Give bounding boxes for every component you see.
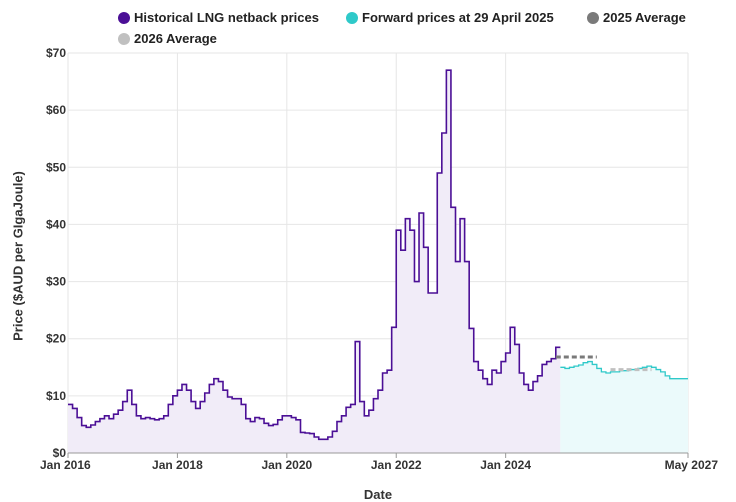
y-tick-label: $0 (53, 446, 67, 460)
x-tick-label: May 2027 (665, 458, 719, 472)
y-axis-title: Price ($AUD per GIgaJoule) (10, 171, 26, 341)
x-tick-label: Jan 2018 (152, 458, 203, 472)
y-tick-label: $50 (46, 160, 66, 174)
x-tick-label: Jan 2020 (261, 458, 312, 472)
legend-label: 2026 Average (134, 31, 217, 46)
x-tick-label: Jan 2024 (480, 458, 531, 472)
legend-item[interactable]: 2026 Average (118, 31, 217, 46)
series-line-0 (68, 69, 561, 441)
y-tick-label: $30 (46, 275, 66, 289)
x-tick-labels: Jan 2016 Jan 2018 Jan 2020 Jan 2022 Jan 2024… (40, 458, 718, 472)
x-tick-label: Jan 2022 (371, 458, 422, 472)
legend-label: Forward prices at 29 April 2025 (362, 10, 554, 25)
area-fills (68, 70, 688, 453)
legend-label: 2025 Average (603, 10, 686, 25)
series-area-1 (560, 361, 688, 453)
axes (67, 452, 689, 458)
series-lines (68, 69, 688, 441)
x-tick-label: Jan 2016 (40, 458, 91, 472)
y-tick-label: $20 (46, 332, 66, 346)
y-tick-labels: $0 $10 $20 $30 $40 $50 $60 $70 (46, 46, 66, 460)
y-tick-label: $10 (46, 389, 66, 403)
y-tick-label: $60 (46, 103, 66, 117)
y-tick-label: $40 (46, 217, 66, 231)
legend-item[interactable]: Historical LNG netback prices (118, 10, 319, 25)
series-line-1 (560, 360, 688, 380)
x-axis-title: Date (363, 487, 393, 502)
legend-marker (346, 11, 358, 24)
y-tick-label: $70 (46, 46, 66, 60)
legend-marker (118, 32, 130, 45)
legend-marker (587, 11, 599, 24)
series-area-0 (68, 70, 561, 453)
legend-item[interactable]: 2025 Average (587, 10, 686, 25)
legend-marker (118, 11, 130, 24)
legend-label: Historical LNG netback prices (134, 10, 319, 25)
legend-item[interactable]: Forward prices at 29 April 2025 (346, 10, 554, 25)
